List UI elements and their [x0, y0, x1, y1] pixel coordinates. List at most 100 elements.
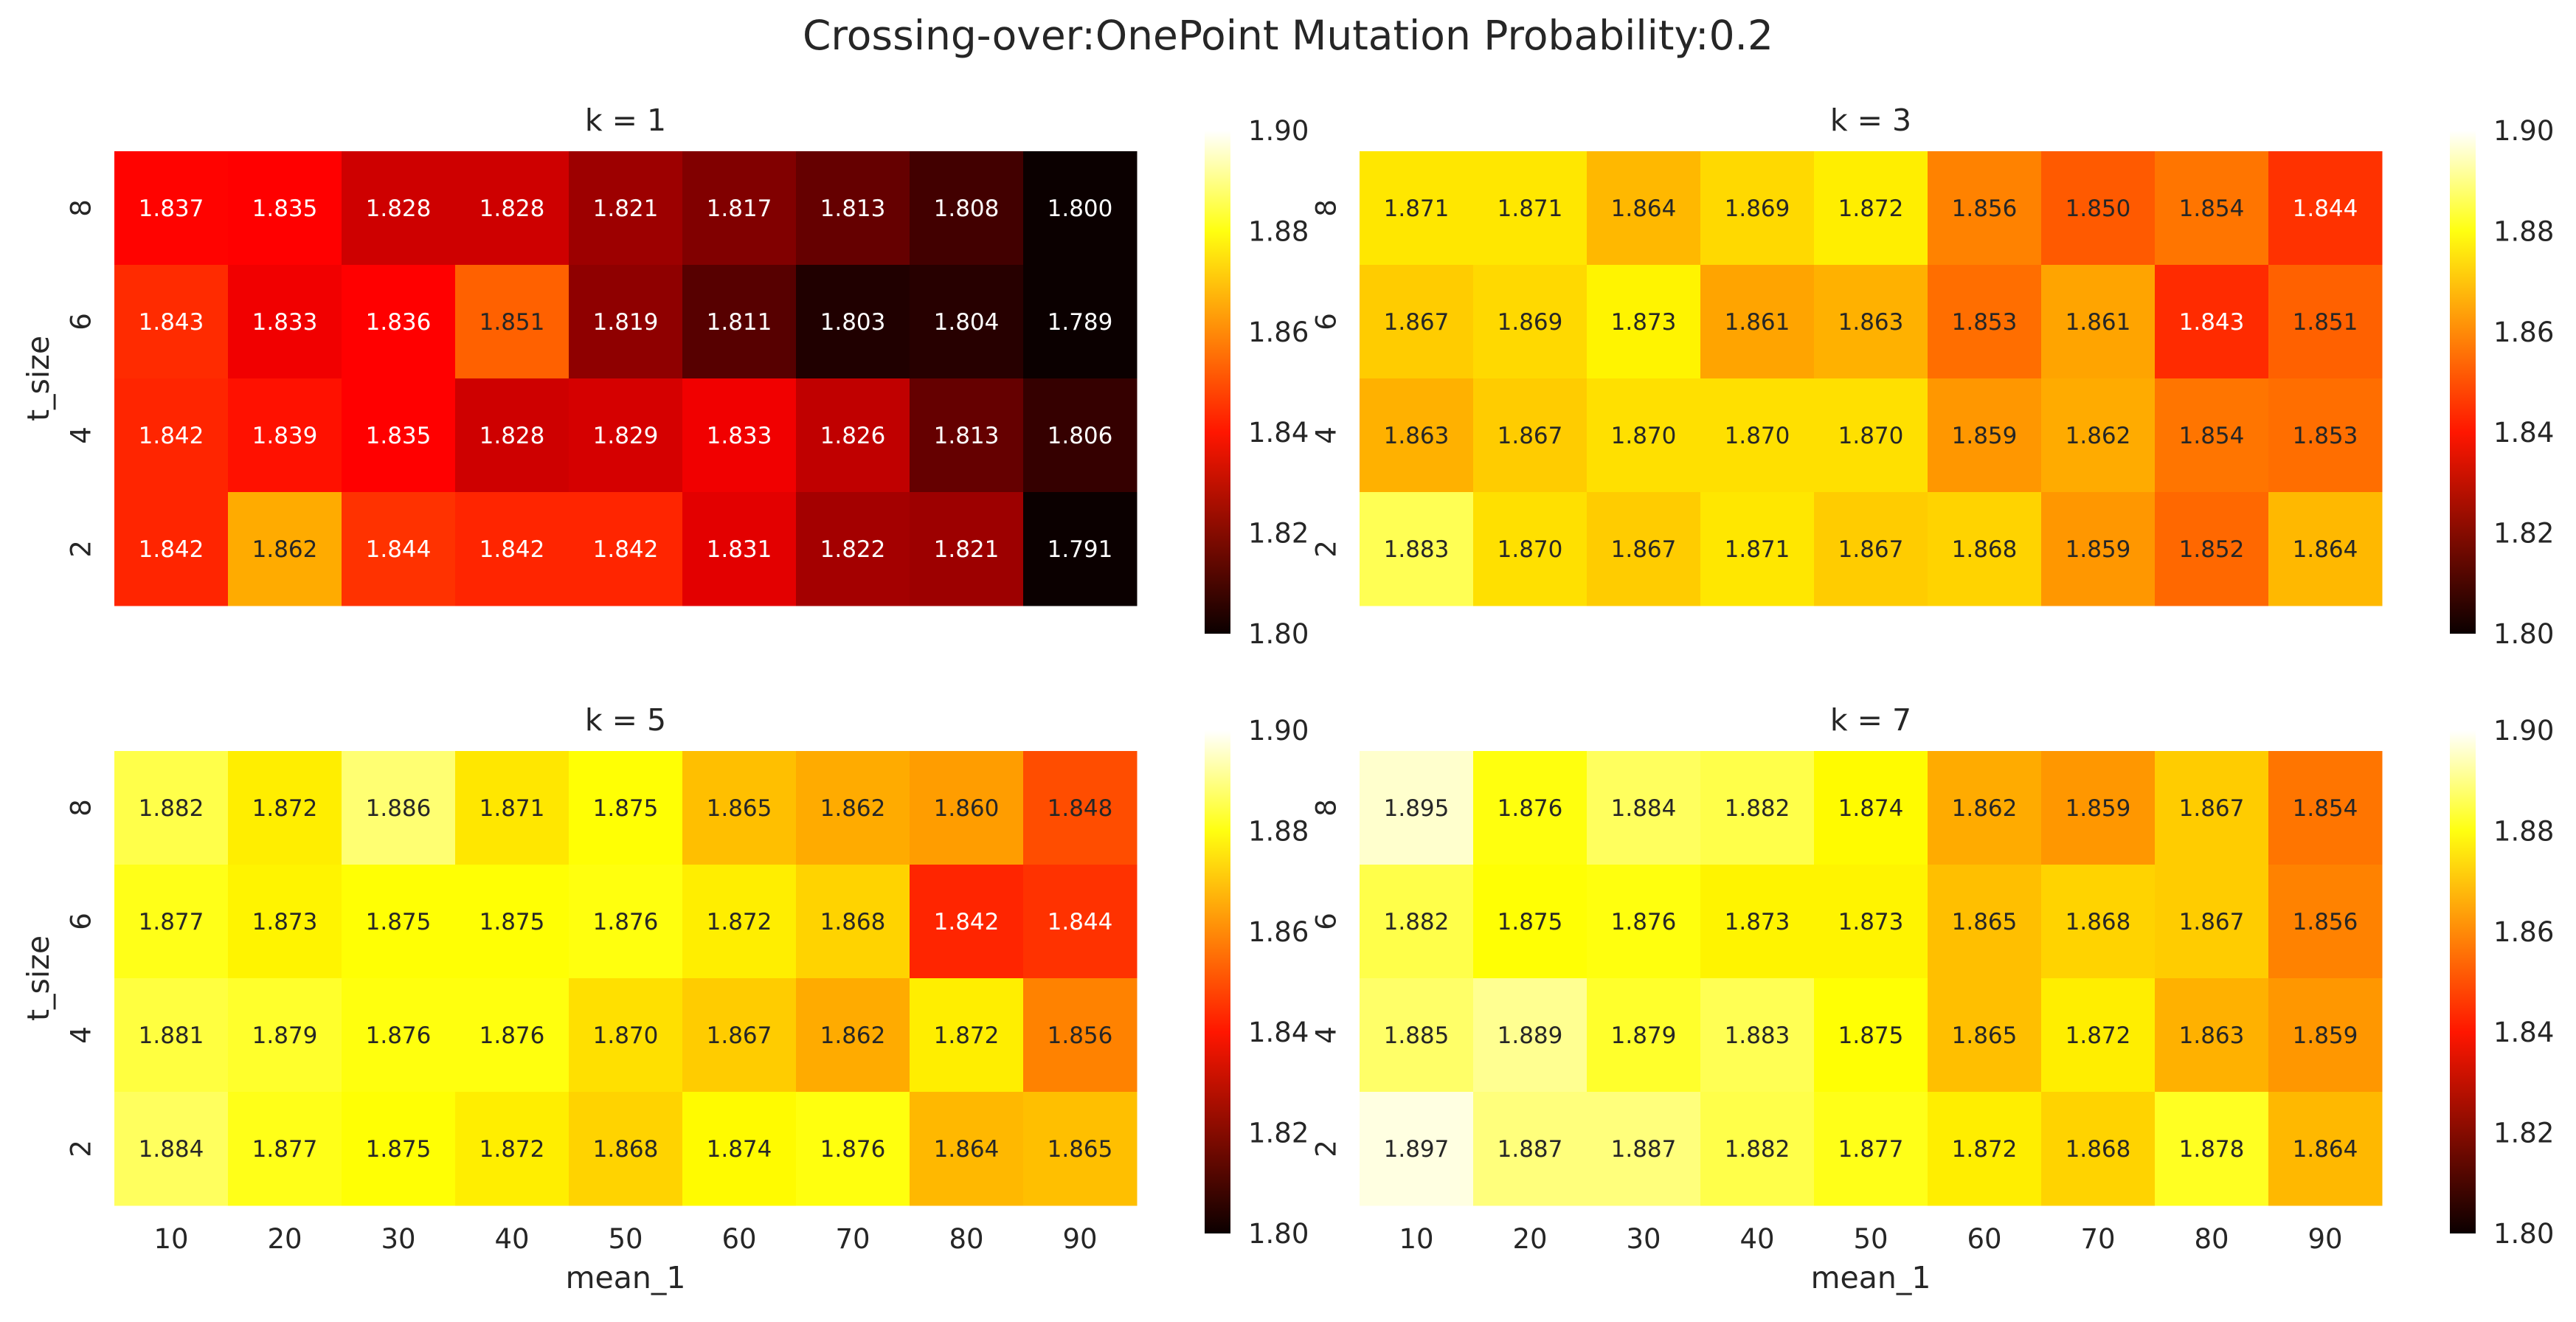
heatmap-cell	[910, 978, 1024, 1093]
colorbar-tick-label: 1.80	[1248, 618, 1309, 650]
cell-value-label: 1.889	[1498, 1022, 1563, 1049]
cell-value-label: 1.885	[1384, 1022, 1450, 1049]
heatmap-cell	[1700, 378, 1815, 493]
heatmap-cell	[1928, 151, 2042, 266]
heatmap-cell	[228, 751, 342, 865]
heatmap-cell	[1700, 751, 1815, 865]
cell-value-label: 1.851	[2293, 309, 2358, 336]
figure-title: Crossing-over:OnePoint Mutation Probabil…	[802, 12, 1774, 59]
heatmap-cell	[1814, 265, 1928, 379]
colorbar-tick-label: 1.86	[2493, 316, 2554, 348]
cell-value-label: 1.868	[1952, 536, 2018, 563]
cell-value-label: 1.859	[1952, 423, 2018, 449]
cell-value-label: 1.800	[1048, 195, 1113, 222]
heatmap-cell	[228, 151, 342, 266]
cell-value-label: 1.842	[139, 536, 204, 563]
y-tick-label: 6	[1311, 913, 1343, 930]
heatmap-cell	[569, 865, 683, 979]
colorbar-tick-label: 1.80	[1248, 1218, 1309, 1250]
x-tick-label: 10	[153, 1223, 188, 1255]
heatmap-cell	[1587, 492, 1701, 606]
cell-value-label: 1.882	[1725, 795, 1790, 822]
heatmap-cell	[2041, 865, 2156, 979]
cell-value-label: 1.883	[1725, 1022, 1790, 1049]
cell-value-label: 1.870	[1611, 423, 1677, 449]
heatmap-cell	[910, 1092, 1024, 1206]
cell-value-label: 1.821	[593, 195, 659, 222]
heatmap-cell	[1023, 492, 1138, 606]
heatmap-cell	[2155, 151, 2269, 266]
cell-value-label: 1.789	[1048, 309, 1113, 336]
y-tick-label: 6	[1311, 313, 1343, 330]
cell-value-label: 1.864	[1611, 195, 1677, 222]
y-tick-label: 2	[1311, 540, 1343, 558]
x-tick-label: 30	[381, 1223, 415, 1255]
cell-value-label: 1.871	[1384, 195, 1450, 222]
heatmap-cell	[1928, 751, 2042, 865]
y-tick-label: 4	[66, 426, 97, 444]
colorbar-tick-label: 1.82	[2493, 518, 2554, 550]
heatmap-cell	[1023, 1092, 1138, 1206]
heatmap-cell	[1928, 865, 2042, 979]
cell-value-label: 1.884	[1611, 795, 1677, 822]
x-tick-label: 50	[1853, 1223, 1888, 1255]
cell-value-label: 1.897	[1384, 1136, 1450, 1163]
cell-value-label: 1.869	[1725, 195, 1790, 222]
cell-value-label: 1.877	[252, 1136, 318, 1163]
heatmap-cell	[1473, 978, 1588, 1093]
cell-value-label: 1.895	[1384, 795, 1450, 822]
heatmap-cell	[1814, 1092, 1928, 1206]
heatmap-panel: 1.895 1.876 1.884 1.882 1.874 1.862 1.859 1.867…	[1311, 702, 2555, 1295]
heatmap-cell	[1023, 151, 1138, 266]
colorbar-tick-label: 1.86	[1248, 916, 1309, 948]
heatmap-cell	[569, 492, 683, 606]
heatmap-cell	[1700, 978, 1815, 1093]
x-axis-label: mean_1	[1811, 1260, 1931, 1295]
x-tick-label: 80	[2194, 1223, 2229, 1255]
cell-value-label: 1.848	[1048, 795, 1113, 822]
y-tick-label: 8	[66, 799, 97, 817]
heatmap-cell	[228, 378, 342, 493]
cell-value-label: 1.828	[479, 195, 545, 222]
cell-value-label: 1.879	[252, 1022, 318, 1049]
cell-value-label: 1.867	[1498, 423, 1563, 449]
colorbar-tick-label: 1.86	[1248, 316, 1309, 348]
cell-value-label: 1.859	[2066, 536, 2131, 563]
cell-value-label: 1.863	[1838, 309, 1904, 336]
cell-value-label: 1.875	[593, 795, 659, 822]
y-tick-label: 4	[1311, 1026, 1343, 1044]
colorbar-tick-label: 1.88	[1248, 815, 1309, 847]
heatmap-cell	[455, 265, 569, 379]
heatmap-cell	[1700, 151, 1815, 266]
cell-value-label: 1.808	[934, 195, 1000, 222]
heatmap-cell	[1473, 378, 1588, 493]
heatmap-cell	[455, 151, 569, 266]
cell-value-label: 1.864	[934, 1136, 1000, 1163]
y-tick-label: 4	[1311, 426, 1343, 444]
heatmap-cell	[455, 378, 569, 493]
cell-value-label: 1.865	[707, 795, 772, 822]
heatmap-cell	[682, 978, 797, 1093]
cell-value-label: 1.859	[2293, 1022, 2358, 1049]
cell-value-label: 1.877	[139, 909, 204, 935]
heatmap-cell	[2041, 751, 2156, 865]
heatmap-cell	[114, 978, 229, 1093]
cell-value-label: 1.872	[479, 1136, 545, 1163]
heatmap-cell	[2041, 265, 2156, 379]
cell-value-label: 1.872	[2066, 1022, 2131, 1049]
cell-value-label: 1.813	[820, 195, 886, 222]
cell-value-label: 1.821	[934, 536, 1000, 563]
y-axis-label: t_size	[21, 336, 56, 421]
panel-title: k = 5	[585, 702, 666, 738]
heatmap-cell	[2268, 378, 2383, 493]
cell-value-label: 1.803	[820, 309, 886, 336]
heatmap-cell	[342, 265, 456, 379]
cell-value-label: 1.854	[2179, 195, 2245, 222]
heatmap-cell	[910, 492, 1024, 606]
cell-value-label: 1.871	[1725, 536, 1790, 563]
cell-value-label: 1.831	[707, 536, 772, 563]
heatmap-cell	[1360, 978, 1474, 1093]
heatmap-cell	[2155, 865, 2269, 979]
cell-value-label: 1.859	[2066, 795, 2131, 822]
heatmap-cell	[455, 978, 569, 1093]
